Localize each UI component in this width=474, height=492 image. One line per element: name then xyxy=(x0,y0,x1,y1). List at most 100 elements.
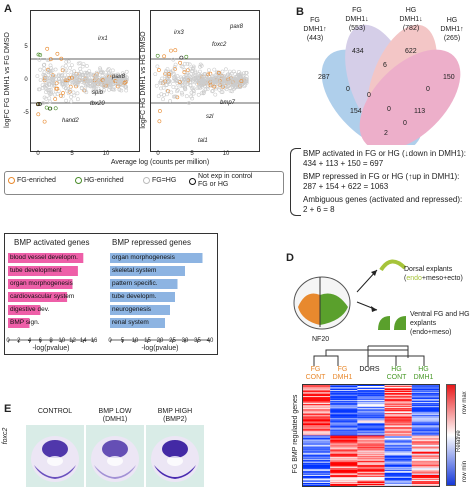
down-arrow-icon: ↓ xyxy=(365,16,369,23)
ma-point xyxy=(71,90,76,95)
heatmap-cell xyxy=(384,435,412,437)
repressed-bar-label-1: skeletal system xyxy=(112,267,157,274)
ma-point xyxy=(184,94,189,99)
heatmap-cell xyxy=(303,410,331,412)
heatmap-cell xyxy=(411,462,439,464)
heatmap-cell xyxy=(384,454,412,456)
ma-point xyxy=(224,80,229,85)
xtick-fg-5: 5 xyxy=(70,151,74,157)
ma-point xyxy=(83,70,88,75)
legend-not-expressed-label-2: FG or HG xyxy=(198,181,229,188)
heatmap-cell xyxy=(357,477,385,480)
repressed-bar-4 xyxy=(110,305,170,315)
heatmap-cell xyxy=(303,430,331,432)
ma-point xyxy=(216,72,221,77)
heatmap-cell xyxy=(303,407,331,409)
ma-point xyxy=(70,63,74,68)
ma-plot-legend: FG-enriched HG-enriched FG=HG Not exp in… xyxy=(4,171,284,195)
go-activated-chart xyxy=(8,252,94,332)
heatmap-cell xyxy=(330,448,358,450)
heatmap-cell xyxy=(357,421,385,423)
heatmap-cell xyxy=(384,480,412,483)
heatmap-cell xyxy=(303,436,331,438)
heatmap-cell xyxy=(411,435,439,437)
heatmap-cell xyxy=(303,393,331,395)
heatmap-cell xyxy=(411,427,439,429)
heatmap-cell xyxy=(303,471,331,474)
heatmap-cell xyxy=(357,449,385,451)
heatmap-dendrogram xyxy=(313,345,425,366)
heatmap-cell xyxy=(330,426,358,428)
heatmap-cell xyxy=(411,441,439,443)
heatmap-cell xyxy=(357,412,385,414)
ma-point xyxy=(179,90,184,95)
heatmap-cell xyxy=(330,447,358,449)
heatmap-cell xyxy=(303,467,331,470)
ma-point xyxy=(191,88,196,92)
repressed-tick-1: 5 xyxy=(120,338,125,344)
ma-point xyxy=(49,74,54,78)
venn-label-hg-down-count: (782) xyxy=(402,25,420,32)
ma-point xyxy=(46,70,51,74)
heatmap-cell xyxy=(357,464,385,466)
heatmap-cell xyxy=(384,387,412,389)
heatmap-cell xyxy=(303,389,331,391)
ma-point xyxy=(191,66,196,70)
heatmap-cell xyxy=(357,388,385,390)
ma-point xyxy=(220,81,225,86)
activated-tick-1: 2 xyxy=(17,338,21,344)
heatmap-cell xyxy=(384,407,412,409)
heatmap-cell xyxy=(303,400,331,402)
ma-point xyxy=(84,70,89,75)
heatmap-cell xyxy=(384,479,412,482)
ma-point xyxy=(115,80,120,85)
ma-point xyxy=(49,66,54,71)
activated-tick-4: 8 xyxy=(49,338,53,344)
heatmap-cell xyxy=(330,475,358,478)
dorsal-explant-icon xyxy=(379,259,407,272)
ma-point xyxy=(65,73,70,77)
ma-point xyxy=(44,105,49,110)
heatmap-cell xyxy=(303,440,331,442)
ma-point xyxy=(123,84,127,89)
ma-point xyxy=(108,74,113,79)
heatmap-cell xyxy=(357,397,385,399)
heatmap-cell xyxy=(330,443,358,445)
heatmap-cell xyxy=(384,409,412,411)
ma-point xyxy=(119,88,124,93)
gene-label-bmp7: bmp7 xyxy=(220,100,236,106)
heatmap-cell xyxy=(411,450,439,452)
heatmap-cell xyxy=(357,470,385,473)
heatmap-cell xyxy=(384,440,412,442)
ma-point xyxy=(178,60,183,65)
ma-point xyxy=(179,64,184,69)
heatmap-cell xyxy=(384,451,412,453)
heatmap-cell xyxy=(303,481,331,484)
ma-point xyxy=(179,80,184,85)
ma-point xyxy=(231,69,236,74)
repressed-tick-6: 30 xyxy=(181,338,189,344)
ma-point xyxy=(64,59,69,64)
heatmap-cell xyxy=(411,467,439,470)
ma-point xyxy=(162,93,166,97)
ma-point xyxy=(61,91,65,95)
ish-condition-label-0-line1: CONTROL xyxy=(37,408,73,415)
xtick-hg-0: 0 xyxy=(156,151,160,157)
heatmap-cell xyxy=(303,454,331,456)
heatmap-cell xyxy=(384,464,412,466)
heatmap-cell xyxy=(303,411,331,413)
ma-point xyxy=(54,86,59,91)
heatmap-cell xyxy=(357,484,385,487)
heatmap-cell xyxy=(330,439,358,441)
ma-point xyxy=(82,81,87,86)
ma-point xyxy=(116,78,121,83)
legend-not-expressed-icon xyxy=(189,177,196,185)
gene-label-irx3: irx3 xyxy=(174,30,184,36)
heatmap-cell xyxy=(357,475,385,478)
heatmap-cell xyxy=(411,389,439,391)
ma-point xyxy=(160,76,165,81)
heatmap-cell xyxy=(303,477,331,480)
summary-ambiguous-label: Ambiguous genes (activated and repressed… xyxy=(303,195,463,204)
heatmap-cell xyxy=(330,452,358,454)
ish-image-0 xyxy=(26,425,84,487)
